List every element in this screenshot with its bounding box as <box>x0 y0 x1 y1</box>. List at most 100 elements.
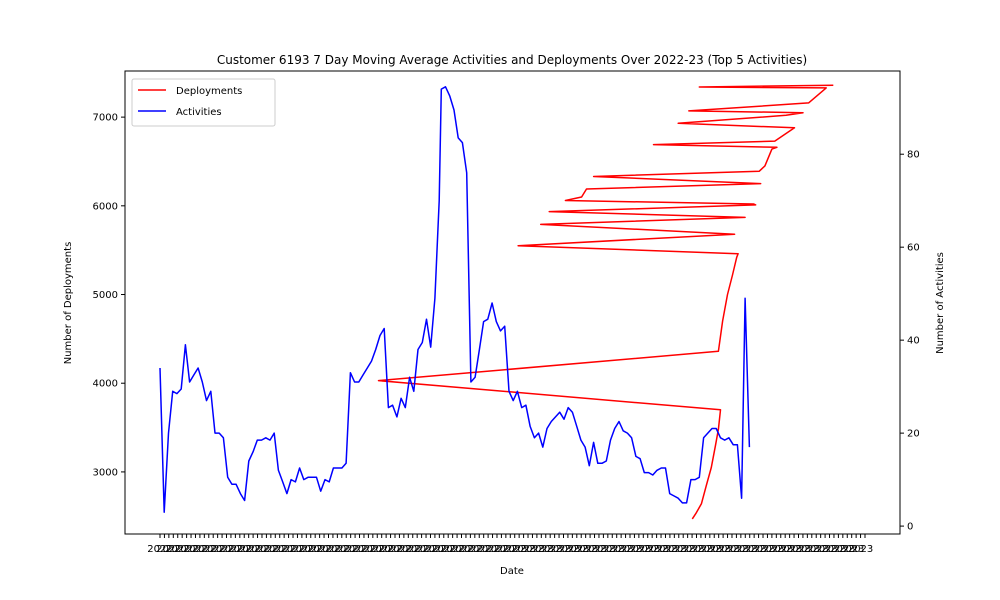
y-axis-label-right: Number of Activities <box>935 252 946 354</box>
x-tick-label: 2023 <box>724 544 749 555</box>
x-axis-label: Date <box>500 566 524 577</box>
x-tick-label: 2023 <box>848 544 873 555</box>
x-tick-label: 2023 <box>812 544 837 555</box>
x-tick-label: 2022 <box>351 544 376 555</box>
x-tick-label: 2022 <box>342 544 367 555</box>
y-right-tick-label: 60 <box>907 243 920 254</box>
x-tick-label: 2022 <box>404 544 429 555</box>
x-tick-label: 2022 <box>174 544 199 555</box>
x-tick-label: 2022 <box>458 544 483 555</box>
x-tick-label: 2023 <box>520 544 545 555</box>
x-tick-label: 2023 <box>830 544 855 555</box>
x-tick-label: 2022 <box>440 544 465 555</box>
x-tick-label: 2023 <box>644 544 669 555</box>
x-tick-label: 2023 <box>582 544 607 555</box>
x-tick-label: 2022 <box>325 544 350 555</box>
legend-label-deployments: Deployments <box>176 86 242 97</box>
x-tick-label: 2022 <box>467 544 492 555</box>
x-tick-label: 2022 <box>271 544 296 555</box>
x-tick-label: 2022 <box>387 544 412 555</box>
x-tick-label: 2022 <box>493 544 518 555</box>
x-tick-label: 2023 <box>777 544 802 555</box>
legend-label-activities: Activities <box>176 107 222 118</box>
plot-frame <box>124 70 901 535</box>
x-tick-label: 2022 <box>192 544 217 555</box>
x-tick-label: 2023 <box>839 544 864 555</box>
x-tick-label: 2022 <box>475 544 500 555</box>
x-tick-label: 2023 <box>564 544 589 555</box>
x-tick-label: 2023 <box>617 544 642 555</box>
x-tick-label: 2023 <box>635 544 660 555</box>
x-tick-label: 2022 <box>298 544 323 555</box>
x-tick-label: 2023 <box>529 544 554 555</box>
x-tick-label: 2023 <box>733 544 758 555</box>
x-tick-label: 2023 <box>750 544 775 555</box>
x-tick-label: 2023 <box>670 544 695 555</box>
x-tick-label: 2022 <box>378 544 403 555</box>
x-tick-label: 2023 <box>821 544 846 555</box>
x-tick-label: 2022 <box>218 544 243 555</box>
x-tick-label: 2023 <box>768 544 793 555</box>
x-tick-label: 2023 <box>573 544 598 555</box>
x-tick-label: 2023 <box>600 544 625 555</box>
x-tick-label: 2023 <box>653 544 678 555</box>
x-tick-label: 2023 <box>688 544 713 555</box>
y-right-tick-label: 40 <box>907 336 920 347</box>
x-tick-label: 2022 <box>413 544 438 555</box>
x-tick-label: 2022 <box>209 544 234 555</box>
chart-title: Customer 6193 7 Day Moving Average Activ… <box>217 53 807 67</box>
x-tick-label: 2023 <box>591 544 616 555</box>
legend-box <box>131 78 276 127</box>
x-tick-label: 2022 <box>484 544 509 555</box>
x-tick-label: 2023 <box>662 544 687 555</box>
plot-area <box>125 71 900 534</box>
x-tick-label: 2022 <box>147 544 172 555</box>
x-tick-label: 2022 <box>165 544 190 555</box>
x-tick-label: 2023 <box>502 544 527 555</box>
x-tick-label: 2022 <box>200 544 225 555</box>
x-tick-label: 2023 <box>555 544 580 555</box>
x-tick-label: 2023 <box>706 544 731 555</box>
x-tick-label: 2023 <box>537 544 562 555</box>
x-tick-label: 2022 <box>333 544 358 555</box>
series-line-deployments <box>377 84 834 520</box>
x-tick-label: 2023 <box>786 544 811 555</box>
x-tick-label: 2022 <box>360 544 385 555</box>
y-left-tick-label: 7000 <box>93 113 118 124</box>
x-tick-label: 2023 <box>759 544 784 555</box>
x-tick-label: 2022 <box>449 544 474 555</box>
x-tick-label: 2022 <box>280 544 305 555</box>
legend: Deployments Activities <box>131 78 276 127</box>
y-left-tick-label: 4000 <box>93 379 118 390</box>
x-tick-label: 2022 <box>156 544 181 555</box>
x-tick-label: 2023 <box>511 544 536 555</box>
x-tick-label: 2022 <box>227 544 252 555</box>
x-tick-label: 2022 <box>369 544 394 555</box>
x-tick-label: 2022 <box>263 544 288 555</box>
x-tick-label: 2022 <box>254 544 279 555</box>
x-tick-label: 2022 <box>422 544 447 555</box>
series-line-activities <box>159 86 751 513</box>
y-left-tick-label: 6000 <box>93 201 118 212</box>
x-tick-label: 2022 <box>316 544 341 555</box>
x-tick-label: 2022 <box>236 544 261 555</box>
x-tick-label: 2023 <box>795 544 820 555</box>
y-right-tick-label: 80 <box>907 150 920 161</box>
x-tick-label: 2023 <box>546 544 571 555</box>
x-tick-label: 2022 <box>183 544 208 555</box>
y-right-tick-label: 0 <box>907 522 913 533</box>
y-left-tick-label: 5000 <box>93 290 118 301</box>
y-right-tick-label: 20 <box>907 429 920 440</box>
y-left-tick-label: 3000 <box>93 467 118 478</box>
x-tick-label: 2022 <box>289 544 314 555</box>
x-tick-label: 2023 <box>715 544 740 555</box>
x-tick-label: 2022 <box>245 544 270 555</box>
y-axis-label-left: Number of Deployments <box>63 242 74 365</box>
x-tick-label: 2022 <box>431 544 456 555</box>
x-tick-label: 2023 <box>608 544 633 555</box>
x-tick-label: 2023 <box>626 544 651 555</box>
x-tick-label: 2022 <box>396 544 421 555</box>
x-tick-label: 2023 <box>697 544 722 555</box>
x-tick-label: 2022 <box>307 544 332 555</box>
x-tick-label: 2023 <box>803 544 828 555</box>
